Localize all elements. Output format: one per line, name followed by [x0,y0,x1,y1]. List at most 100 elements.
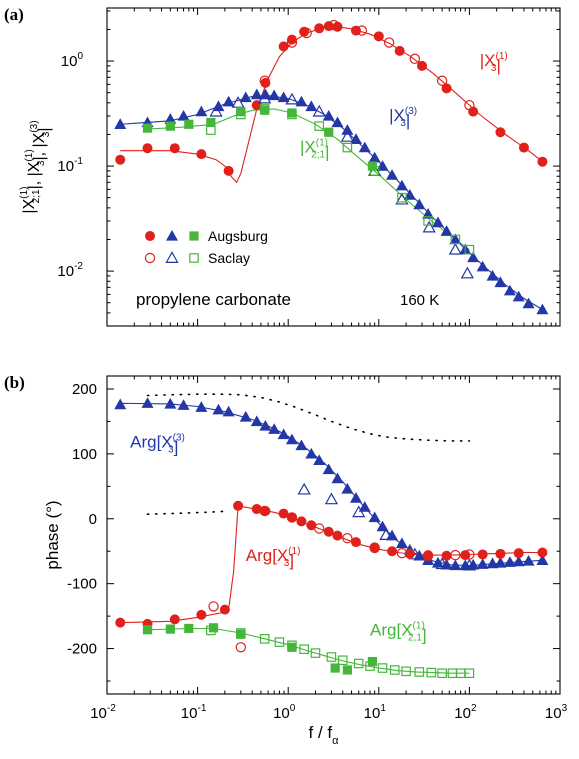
series-saclay-x33 [297,482,477,571]
data-point [328,19,340,31]
data-point [440,225,453,236]
data-point [285,433,298,445]
data-point [277,91,290,103]
data-point [142,625,153,635]
data-point [449,233,462,245]
data-point [464,668,475,679]
data-point [518,142,529,153]
data-point [423,216,433,226]
x-tick-label: 10-2 [90,703,116,722]
data-point [376,520,389,532]
y-tick-label: 10-2 [57,261,83,280]
annotation-red: |X(1) 3| [480,51,508,75]
panel-b-x-axis-label: f / fα [309,723,340,747]
legend-marker-red-open [144,252,156,264]
data-point [448,242,462,255]
data-point [314,121,325,131]
data-point [184,119,194,129]
data-point [503,556,516,567]
data-point [373,31,384,42]
data-point [353,658,364,669]
data-point [512,555,525,567]
data-point [464,244,475,255]
data-point [536,554,549,565]
data-point [387,546,398,557]
data-point [306,520,317,531]
data-point [358,501,371,512]
data-point [274,637,285,647]
data-point [239,91,252,103]
data-point [460,266,475,279]
data-point [299,644,309,655]
data-point [115,154,126,165]
data-point [115,617,126,628]
data-point [522,554,535,566]
data-point [512,290,525,302]
data-point [342,533,353,544]
data-point [313,454,326,466]
y-tick-label: -100 [67,576,97,593]
data-point [330,663,340,673]
series-saclay-x211 [206,104,475,255]
data-point [165,624,175,634]
data-point [397,192,407,203]
y-tick-label: -200 [67,641,97,658]
data-point [301,27,312,39]
series-augsburg-x211 [142,105,378,171]
data-point [356,25,368,36]
data-point [341,124,354,135]
data-point [286,512,297,523]
data-point [239,410,252,422]
data-point [413,198,426,210]
data-point [414,667,425,677]
panel-b-dotted-curves [146,393,471,515]
data-point [450,549,461,561]
annotation-blue: Arg[X(3) 3] [130,432,185,456]
series-saclay-x31 [208,505,475,653]
fit-line-x31 [120,505,543,624]
data-point [206,117,216,128]
data-point [467,251,480,263]
data-point [222,405,235,417]
data-point [209,104,223,117]
data-point [169,143,180,154]
data-point [450,234,461,245]
annotation-green: |X(1) 2;1| [300,137,330,161]
data-point [422,550,434,561]
data-point [396,547,408,559]
data-point [331,116,344,128]
data-point [358,141,371,153]
data-point [437,668,447,679]
data-point [223,165,234,176]
data-point [208,623,219,633]
panel-a-data-points [114,19,549,315]
data-point [114,118,127,129]
data-point [368,511,381,523]
data-point [177,109,190,121]
data-point [236,109,246,120]
data-point [236,629,246,639]
data-point [259,419,272,431]
data-point [219,604,230,615]
data-point [259,75,270,86]
data-point [441,83,452,94]
annotation-green: Arg[X(1) 2,1] [370,621,427,645]
data-point [486,557,499,569]
data-point [165,121,175,131]
data-point [278,508,289,519]
data-point [295,439,308,451]
data-point [495,127,506,138]
data-point [206,125,216,135]
data-point [494,556,507,568]
data-point [389,665,400,675]
panel-b-annotations: Arg[X(3) 3] Arg[X(1) 3] Arg[X(1) 2,1] [130,432,426,644]
data-point [314,23,325,34]
y-tick-label: 10-1 [57,156,83,175]
series-augsburg-x33 [114,397,549,571]
y-tick-label: 200 [72,381,97,398]
data-point [331,472,344,484]
data-point [305,447,318,459]
data-point [287,640,297,651]
